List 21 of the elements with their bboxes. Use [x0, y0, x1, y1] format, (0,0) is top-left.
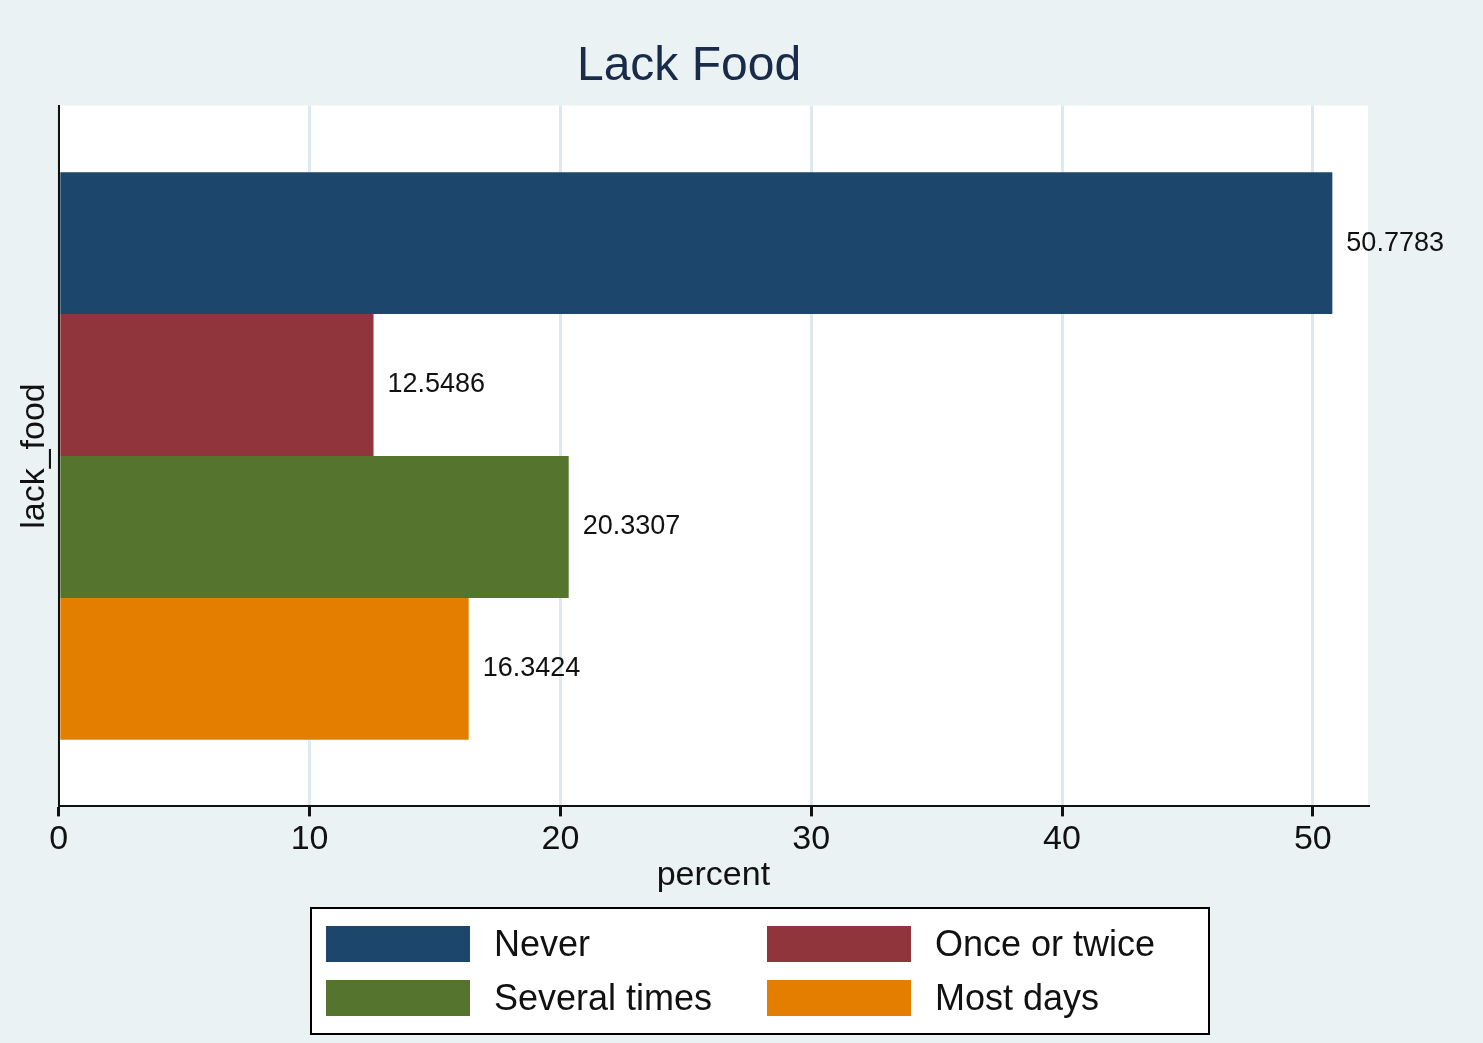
x-tick-label: 30 — [792, 818, 831, 857]
bar — [60, 172, 1333, 315]
x-axis-title: percent — [656, 853, 771, 892]
legend-label: Once or twice — [935, 923, 1156, 965]
bar — [60, 456, 569, 598]
legend-label: Most days — [935, 977, 1100, 1019]
data-label: 20.3307 — [582, 510, 681, 541]
x-tick-label: 0 — [49, 818, 69, 857]
x-tick-label: 50 — [1293, 818, 1332, 857]
bar — [60, 314, 374, 456]
x-tick-label: 20 — [541, 818, 580, 857]
legend-label: Several times — [494, 977, 713, 1019]
chart-title: Lack Food — [576, 37, 802, 91]
data-label: 16.3424 — [482, 652, 581, 683]
y-axis-title: lack_food — [12, 383, 51, 529]
legend-label: Never — [494, 923, 591, 965]
x-tick-label: 40 — [1043, 818, 1081, 857]
bar — [60, 597, 469, 740]
data-label: 50.7783 — [1346, 226, 1444, 257]
data-label: 12.5486 — [387, 368, 486, 399]
x-tick-label: 10 — [290, 818, 329, 857]
